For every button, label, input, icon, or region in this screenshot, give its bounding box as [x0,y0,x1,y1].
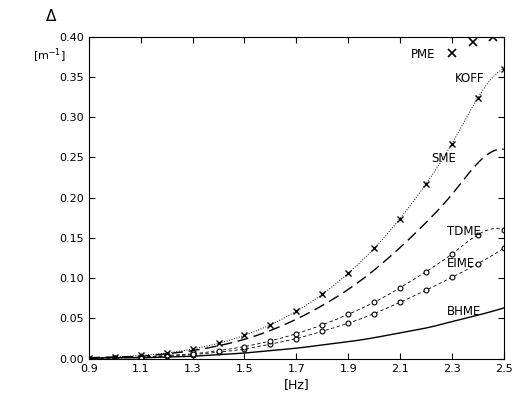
Text: BHME: BHME [446,306,481,318]
Text: SME: SME [431,152,456,166]
Text: $\Delta$: $\Delta$ [45,8,58,24]
Text: EIME: EIME [446,257,475,270]
Text: PME: PME [411,48,435,61]
Text: KOFF: KOFF [454,72,484,85]
Text: $[\mathrm{m}^{-1}]$: $[\mathrm{m}^{-1}]$ [33,46,65,65]
X-axis label: [Hz]: [Hz] [283,378,309,391]
Text: TDME: TDME [446,225,480,238]
